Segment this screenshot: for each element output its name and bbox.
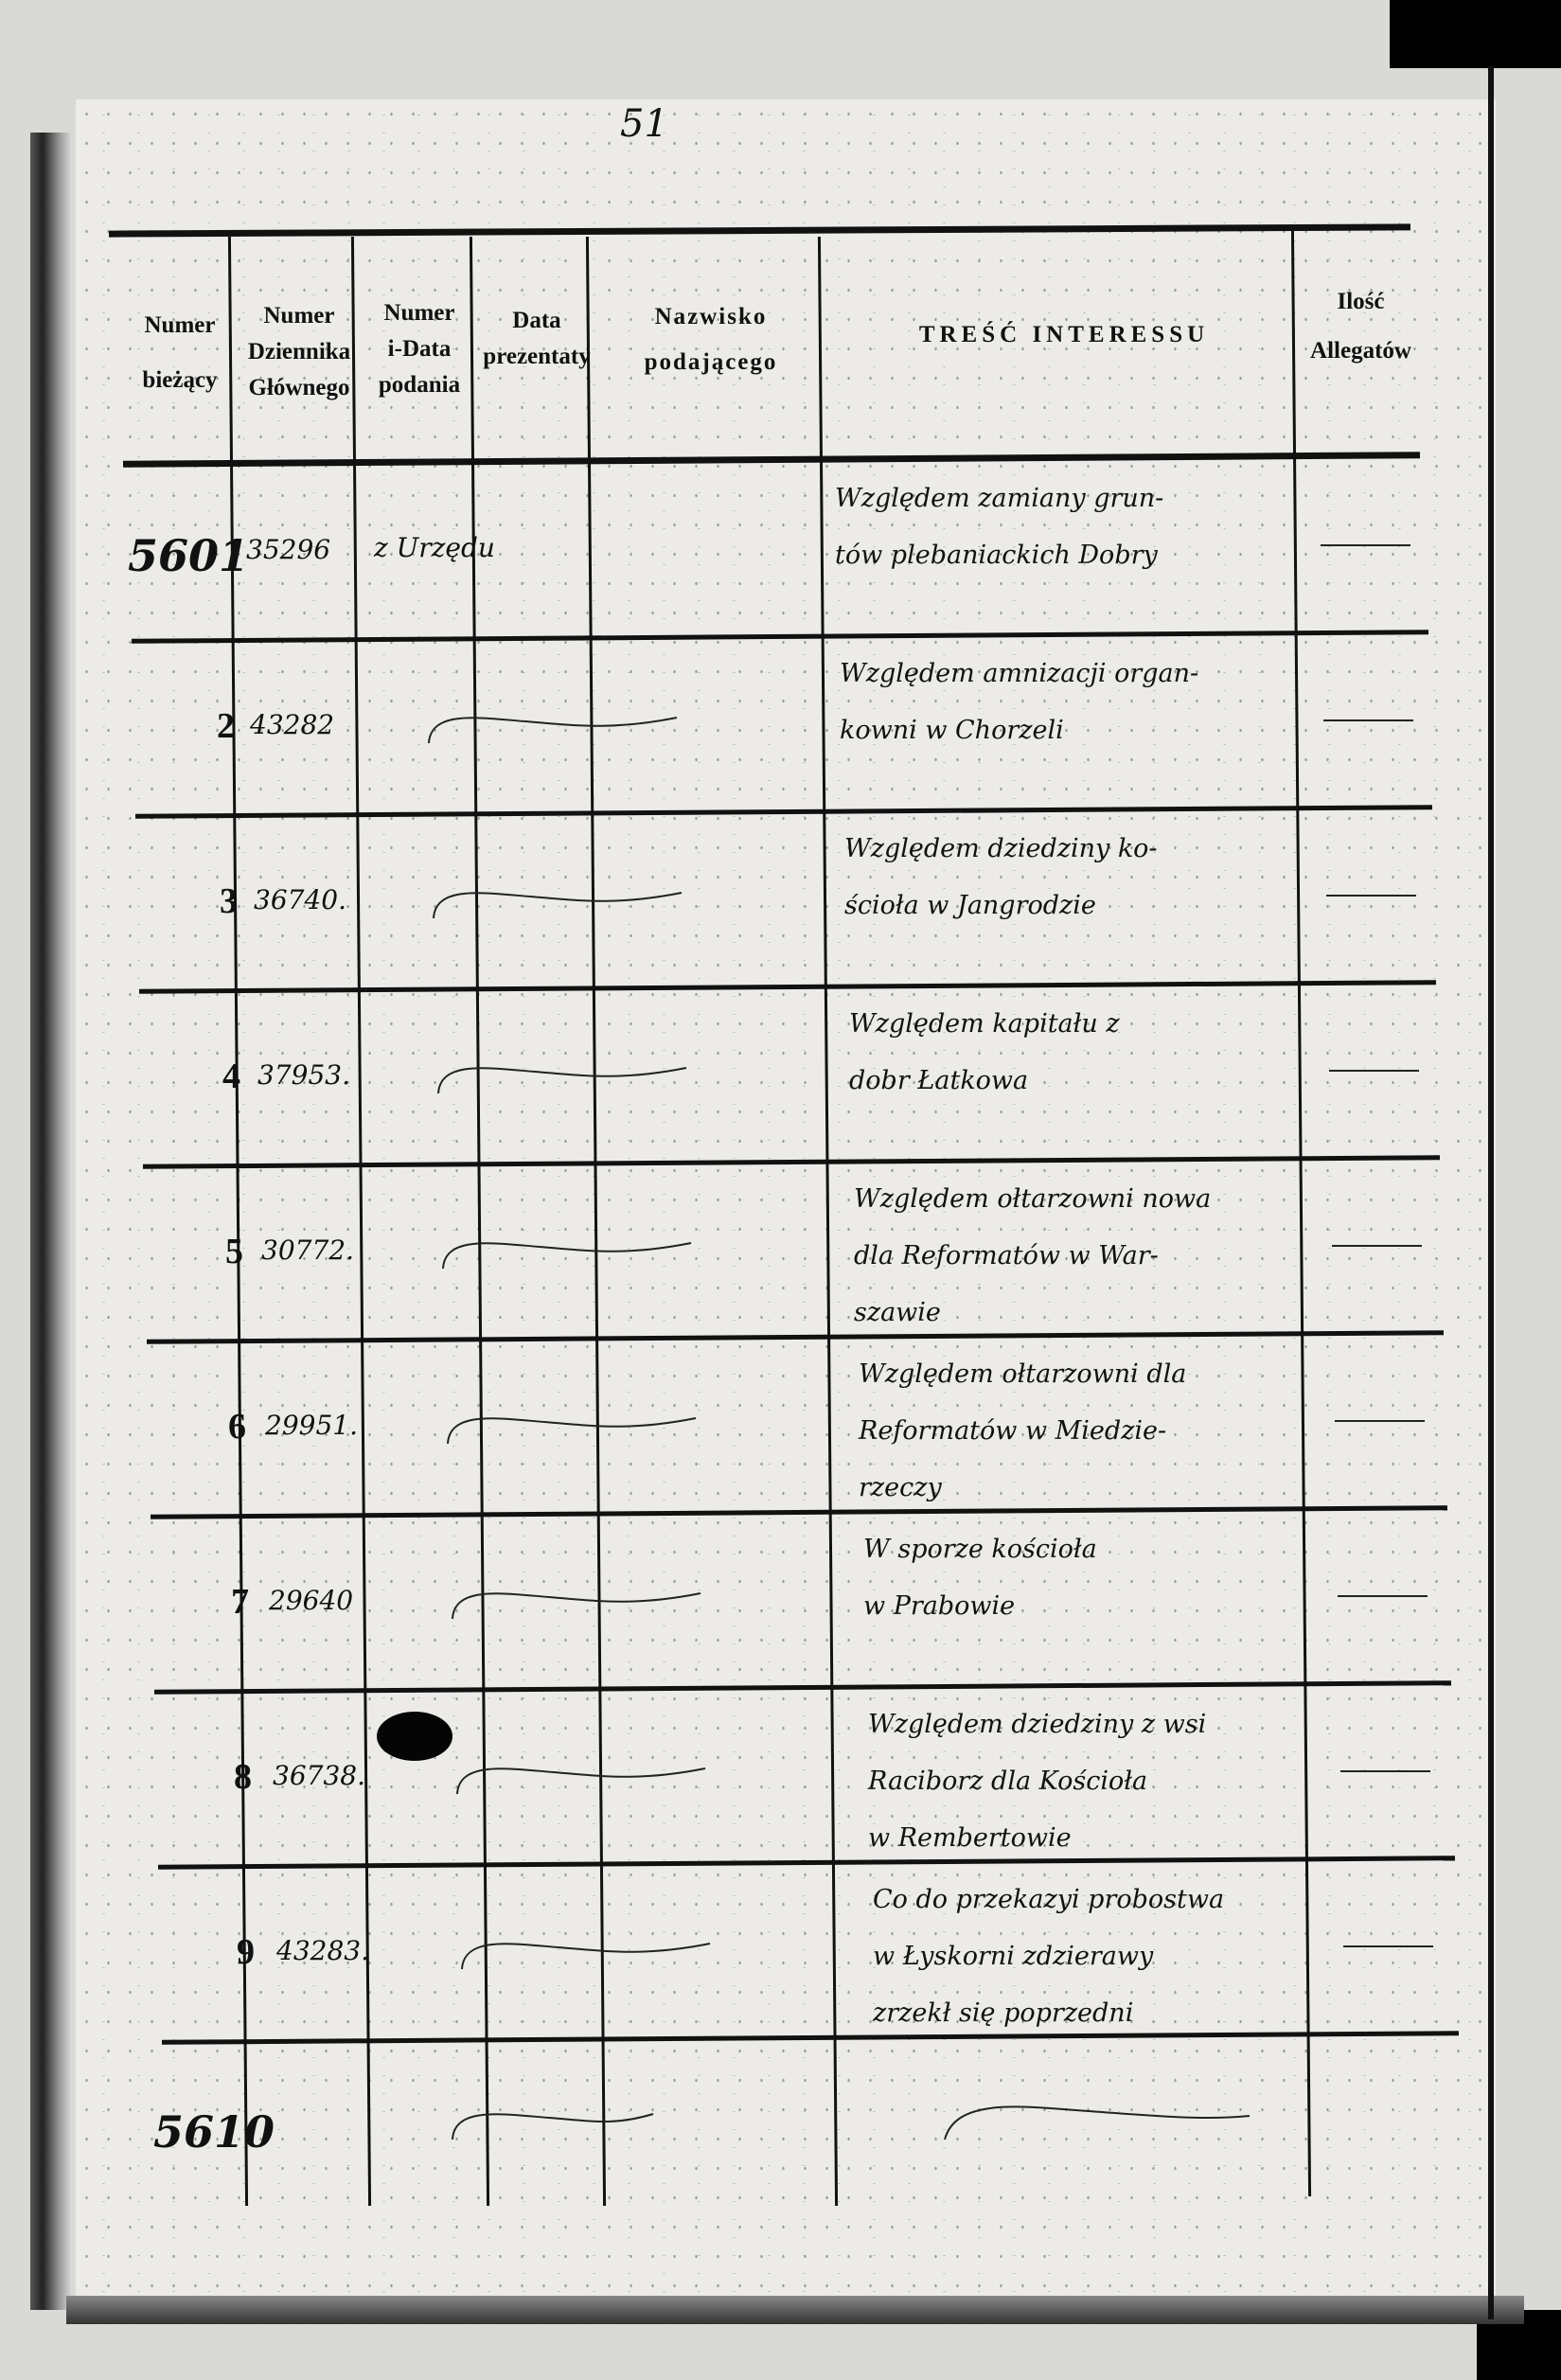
ledger-page (76, 99, 1496, 2305)
numer-dziennika: 36738. (273, 1760, 365, 1791)
tresc-line: Względem zamiany grun- (835, 484, 1164, 513)
allegaty-dash (1326, 895, 1416, 897)
numer-dziennika: 35296 (246, 534, 331, 565)
tresc-line: Raciborz dla Kościoła (868, 1767, 1148, 1796)
allegaty-dash (1332, 1245, 1422, 1247)
numer-biezacy: 9 (237, 1932, 255, 1972)
header-numer-dziennika: Numer Dziennika Głównego (239, 298, 360, 406)
ditto-mark-icon (456, 1767, 706, 1795)
numer-dziennika: 29640 (269, 1585, 354, 1616)
ink-blot (377, 1712, 452, 1761)
tresc-line: Reformatów w Miedzie- (859, 1416, 1167, 1446)
numer-dziennika: 43283. (276, 1935, 369, 1966)
tresc-line: w Prabowie (863, 1591, 1016, 1621)
ditto-mark-icon (442, 1242, 692, 1270)
tresc-line: zrzekł się poprzedni (873, 1998, 1134, 2028)
header-line: prezentaty (483, 344, 591, 369)
tresc-line: Względem ołtarzowni nowa (854, 1184, 1212, 1214)
allegaty-dash (1338, 1595, 1428, 1597)
header-line: Ilość (1337, 289, 1385, 314)
page-number: 51 (620, 102, 668, 146)
ditto-mark-icon (452, 1592, 701, 1620)
numer-biezacy: 3 (220, 881, 238, 921)
numer-dziennika: 43282 (250, 709, 335, 740)
ditto-mark-icon (461, 1943, 711, 1970)
book-spine (30, 133, 72, 2310)
header-line: Numer (144, 312, 216, 338)
header-line: Numer (383, 300, 455, 326)
tresc-line: W sporze kościoła (863, 1535, 1097, 1564)
tresc-line: tów plebaniackich Dobry (835, 541, 1158, 570)
header-line: Data (512, 308, 561, 333)
ditto-mark-icon (447, 1417, 697, 1445)
header-numer-data-podania: Numer i-Data podania (362, 295, 477, 403)
allegaty-dash (1335, 1420, 1425, 1422)
page-right-edge (1488, 66, 1494, 2319)
allegaty-dash (1329, 1070, 1419, 1072)
numer-dziennika: 37953. (257, 1059, 350, 1091)
tresc-line: dobr Łatkowa (849, 1066, 1029, 1095)
numer-biezacy: 2 (217, 706, 235, 746)
ditto-mark-icon (437, 1067, 687, 1094)
ditto-mark-icon (944, 2105, 1251, 2140)
scan-border-top-right (1390, 0, 1561, 68)
header-line: bieżący (142, 367, 218, 393)
tresc-line: Względem dziedziny z wsi (868, 1710, 1207, 1739)
ditto-mark-icon (452, 2113, 654, 2140)
header-line: podania (378, 372, 461, 398)
numer-dziennika: 30772. (261, 1234, 354, 1266)
header-data-prezentaty: Data prezentaty (478, 303, 595, 375)
tresc-line: ścioła w Jangrodzie (844, 891, 1096, 920)
tresc-line: Co do przekazyi probostwa (873, 1885, 1225, 1914)
numer-biezacy: 5601 (128, 530, 250, 581)
numer-biezacy: 5 (225, 1232, 243, 1271)
header-nazwisko-podajacego: Nazwisko podającego (596, 299, 825, 381)
header-line: Dziennika (247, 339, 351, 364)
tresc-line: w Rembertowie (868, 1823, 1072, 1853)
numer-data-podania: z Urzędu (374, 532, 495, 563)
tresc-line: kowni w Chorzeli (840, 716, 1064, 745)
tresc-line: Względem ołtarzowni dla (859, 1359, 1187, 1389)
tresc-line: dla Reformatów w War- (854, 1241, 1159, 1270)
tresc-line: szawie (854, 1298, 941, 1327)
allegaty-dash (1340, 1770, 1430, 1772)
header-line: i-Data (387, 336, 452, 362)
numer-dziennika: 29951. (265, 1410, 358, 1441)
ditto-mark-icon (428, 717, 678, 744)
allegaty-dash (1321, 544, 1410, 546)
numer-biezacy: 6 (228, 1407, 246, 1447)
numer-biezacy: 4 (222, 1057, 240, 1096)
page-bottom-edge (66, 2296, 1524, 2324)
ditto-mark-icon (433, 892, 683, 919)
header-line: Głównego (248, 375, 350, 400)
numer-biezacy: 8 (234, 1757, 252, 1797)
header-tresc-interessu: TREŚĆ INTERESSU (918, 322, 1210, 347)
tresc-line: Względem kapitału z (849, 1009, 1120, 1039)
header-line: Allegatów (1310, 338, 1411, 364)
allegaty-dash (1323, 719, 1413, 721)
tresc-line: Względem dziedziny ko- (844, 834, 1158, 863)
numer-biezacy: 5610 (153, 2106, 275, 2158)
allegaty-dash (1343, 1945, 1433, 1947)
numer-dziennika: 36740. (254, 884, 346, 915)
header-numer-biezacy: Numer bieżący (123, 308, 237, 399)
header-line: Numer (263, 303, 335, 329)
tresc-line: Względem amnizacji organ- (840, 659, 1199, 688)
header-line: Nazwisko (654, 304, 768, 329)
tresc-line: w Łyskorni zdzierawy (873, 1942, 1154, 1971)
tresc-line: rzeczy (859, 1473, 942, 1502)
numer-biezacy: 7 (231, 1582, 249, 1622)
header-ilosc-allegatow: Ilość Allegatów (1302, 284, 1420, 369)
header-line: podającego (644, 349, 778, 375)
